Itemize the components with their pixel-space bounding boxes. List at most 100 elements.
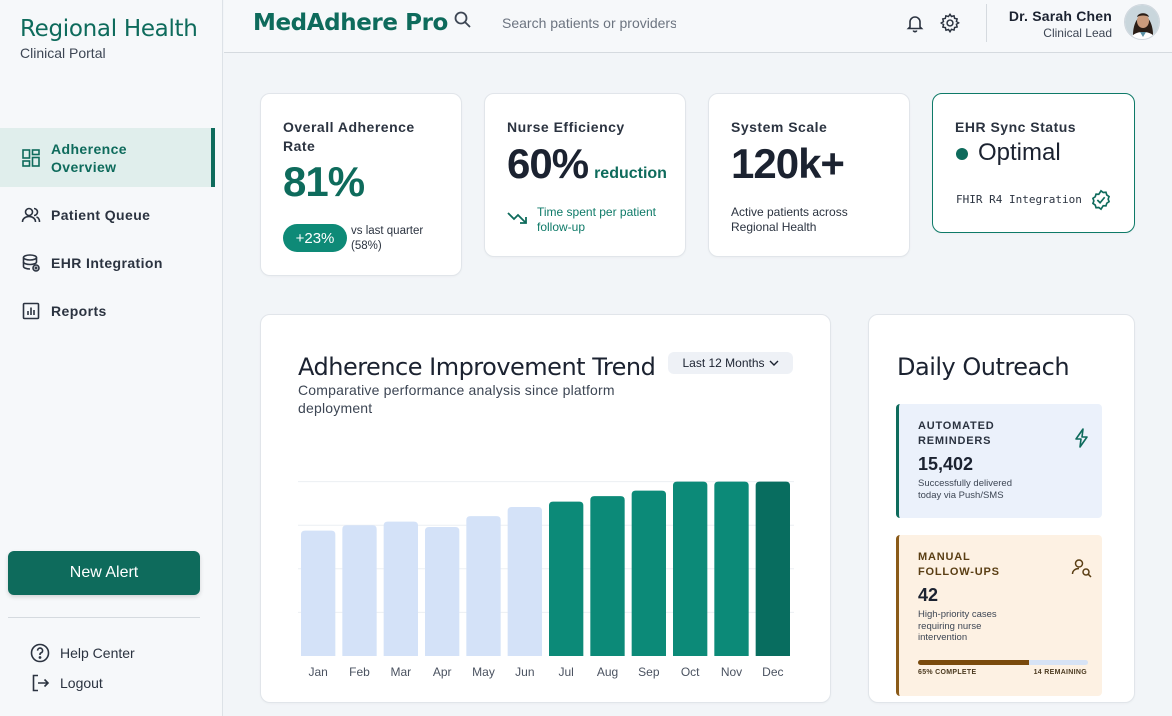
search-input[interactable]	[486, 8, 676, 38]
panel-value: 42	[918, 585, 939, 605]
brand-subtitle: Clinical Portal	[20, 45, 106, 61]
sidebar-item-label: Reports	[51, 303, 107, 319]
sidebar-item-label: Adherence Overview	[51, 140, 127, 175]
sidebar-item-reports[interactable]: Reports	[0, 287, 215, 335]
outreach-title: Daily Outreach	[897, 353, 1070, 381]
database-icon	[20, 252, 42, 274]
sidebar-item-patient-queue[interactable]: Patient Queue	[0, 191, 215, 239]
chevron-down-icon	[769, 356, 779, 370]
bar-jun[interactable]	[507, 507, 542, 656]
sidebar-item-ehr-integration[interactable]: EHR Integration	[0, 239, 215, 287]
bar-oct[interactable]	[673, 481, 708, 656]
sidebar-item-label: Patient Queue	[51, 207, 151, 223]
progress-complete-label: 65% COMPLETE	[918, 669, 977, 676]
system-scale-card: System Scale 120k+ Active patients acros…	[708, 93, 910, 257]
adherence-rate-card: Overall Adherence Rate 81% +23% vs last …	[260, 93, 462, 276]
chart-title: Adherence Improvement Trend	[298, 353, 656, 381]
panel-note: High-priority cases requiring nurse inte…	[918, 609, 997, 643]
panel-note: Successfully delivered today via Push/SM…	[918, 478, 1012, 501]
bar-chart-icon	[20, 300, 42, 322]
bar-mar[interactable]	[383, 521, 418, 656]
new-alert-button[interactable]: New Alert	[8, 551, 200, 595]
bar-sep[interactable]	[631, 490, 666, 656]
followup-progress-bar	[918, 660, 1088, 665]
card-label: Overall Adherence Rate	[283, 119, 415, 154]
ehr-status-value: Optimal	[978, 139, 1061, 166]
brand-title: Regional Health	[20, 16, 198, 42]
panel-label: MANUAL FOLLOW-UPS	[918, 551, 1000, 578]
bar-jul[interactable]	[549, 501, 584, 656]
adherence-trend-card: Adherence Improvement Trend Comparative …	[260, 314, 831, 703]
nurse-efficiency-card: Nurse Efficiency 60% reduction Time spen…	[484, 93, 686, 257]
x-tick-label: Aug	[597, 665, 618, 679]
delta-note: vs last quarter (58%)	[351, 225, 424, 252]
avatar[interactable]	[1124, 4, 1160, 40]
x-tick-label: Feb	[349, 665, 370, 679]
bell-icon[interactable]	[904, 12, 926, 34]
x-tick-label: Jan	[308, 665, 327, 679]
ehr-note: FHIR R4 Integration	[956, 193, 1082, 206]
bar-nov[interactable]	[714, 481, 749, 656]
daily-outreach-card: Daily Outreach AUTOMATED REMINDERS 15,40…	[868, 314, 1135, 703]
scale-value: 120k+	[731, 140, 845, 187]
gear-icon[interactable]	[939, 12, 961, 34]
card-label: System Scale	[731, 119, 828, 135]
user-search-icon	[1071, 557, 1093, 584]
logout-label: Logout	[60, 675, 103, 691]
user-role: Clinical Lead	[1043, 26, 1112, 40]
trending-down-icon	[507, 211, 529, 230]
x-tick-label: Jun	[515, 665, 534, 679]
efficiency-value: 60%	[507, 140, 589, 187]
panel-value: 15,402	[918, 454, 974, 474]
help-center-label: Help Center	[60, 645, 135, 661]
card-label: Nurse Efficiency	[507, 119, 625, 135]
efficiency-note: Time spent per patient follow-up	[537, 205, 656, 234]
sidebar-nav: Adherence Overview Patient Queue EHR Int…	[0, 128, 215, 335]
x-tick-label: Oct	[681, 665, 700, 679]
sidebar-item-adherence-overview[interactable]: Adherence Overview	[0, 128, 215, 187]
app-title: MedAdhere Pro	[253, 10, 448, 36]
adherence-value: 81%	[283, 158, 365, 205]
x-tick-label: Dec	[762, 665, 783, 679]
help-center-link[interactable]: Help Center	[30, 643, 135, 663]
manual-followups-panel: MANUAL FOLLOW-UPS 42 High-priority cases…	[896, 535, 1102, 696]
ehr-sync-card: EHR Sync Status Optimal FHIR R4 Integrat…	[932, 93, 1135, 233]
user-name: Dr. Sarah Chen	[1008, 8, 1112, 24]
logout-icon	[30, 673, 50, 693]
status-dot-icon	[956, 148, 968, 160]
bar-feb[interactable]	[342, 525, 377, 656]
efficiency-metric: 60% reduction	[507, 140, 667, 188]
bar-may[interactable]	[466, 516, 501, 656]
panel-label: AUTOMATED REMINDERS	[918, 420, 995, 447]
sidebar: Regional Health Clinical Portal Adherenc…	[0, 0, 223, 716]
x-tick-label: Jul	[558, 665, 573, 679]
users-icon	[20, 204, 42, 226]
help-icon	[30, 643, 50, 663]
progress-fill	[918, 660, 1029, 665]
date-range-label: Last 12 Months	[682, 356, 765, 370]
x-tick-label: Nov	[721, 665, 742, 679]
bar-aug[interactable]	[590, 496, 625, 656]
bar-apr[interactable]	[425, 527, 460, 656]
top-header: MedAdhere Pro Dr. Sarah Chen Clinical Le…	[224, 0, 1172, 53]
x-tick-label: Sep	[638, 665, 660, 679]
sidebar-item-label: EHR Integration	[51, 255, 163, 271]
header-divider	[986, 4, 987, 42]
card-label: EHR Sync Status	[955, 119, 1077, 135]
bar-jan[interactable]	[301, 530, 336, 656]
date-range-dropdown[interactable]: Last 12 Months	[668, 352, 793, 374]
verified-badge-icon	[1090, 189, 1112, 216]
x-tick-label: Apr	[433, 665, 452, 679]
bar-dec[interactable]	[755, 481, 790, 656]
x-tick-label: Mar	[390, 665, 411, 679]
search-icon[interactable]	[453, 10, 473, 35]
logout-link[interactable]: Logout	[30, 673, 103, 693]
dashboard-icon	[20, 147, 42, 169]
scale-note: Active patients across Regional Health	[731, 205, 848, 234]
x-tick-label: May	[472, 665, 495, 679]
sidebar-divider	[8, 617, 200, 618]
lightning-icon	[1074, 428, 1090, 453]
delta-badge: +23%	[283, 224, 347, 252]
trend-bar-chart: Jan Feb Mar Apr May Jun Jul Aug Sep Oct Nov Dec	[298, 481, 794, 679]
progress-remaining-label: 14 REMAINING	[1033, 669, 1087, 676]
